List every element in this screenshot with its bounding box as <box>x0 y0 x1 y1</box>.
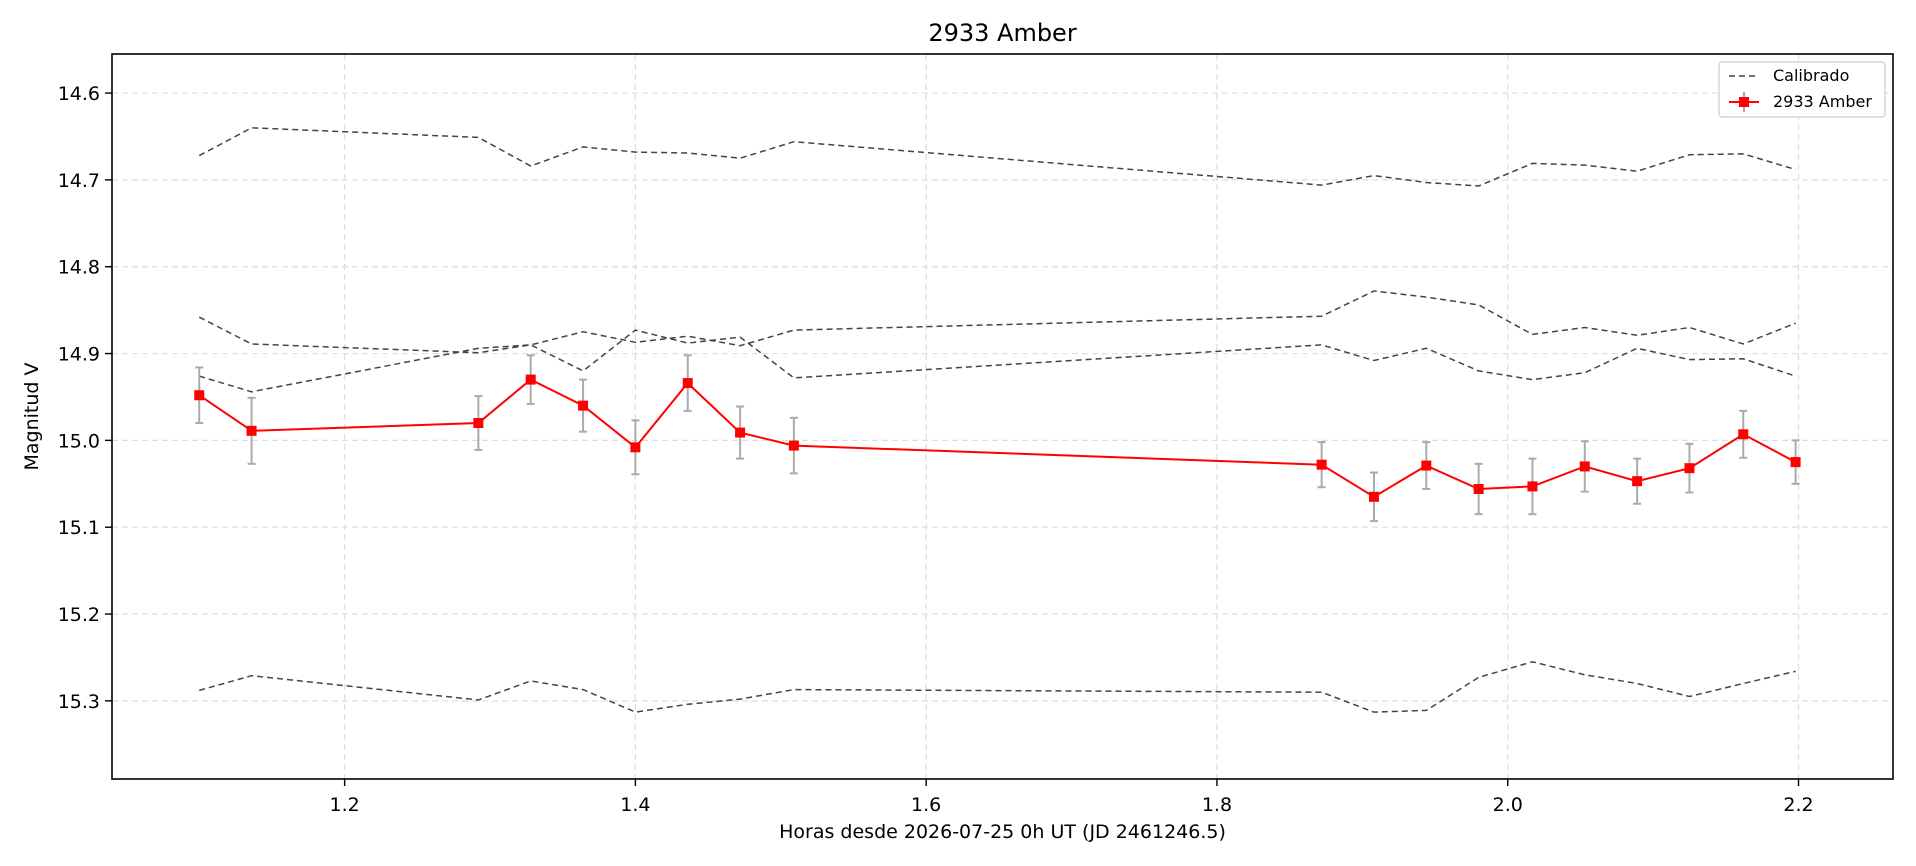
y-tick-label: 14.6 <box>58 83 100 105</box>
x-tick-label: 2.0 <box>1493 794 1523 816</box>
x-tick-label: 1.6 <box>911 794 941 816</box>
target-point <box>735 427 746 438</box>
target-point <box>473 418 484 429</box>
legend: Calibrado 2933 Amber <box>1718 61 1886 118</box>
y-axis-label: Magnitud V <box>21 362 43 470</box>
calibration-line <box>198 316 1796 381</box>
target-series <box>194 374 1801 502</box>
x-axis-label: Horas desde 2026-07-25 0h UT (JD 2461246… <box>779 821 1226 843</box>
target-point <box>1632 476 1643 487</box>
target-point <box>1316 459 1327 470</box>
target-point <box>246 425 257 436</box>
target-point <box>194 390 205 401</box>
target-point <box>578 400 589 411</box>
target-point <box>682 378 693 389</box>
grid-layer <box>112 54 1893 779</box>
legend-box <box>1718 61 1886 118</box>
legend-calibrado-label: Calibrado <box>1773 66 1849 85</box>
legend-target-marker <box>1739 97 1749 107</box>
y-tick-label: 14.8 <box>58 257 100 279</box>
chart-title: 2933 Amber <box>928 19 1077 47</box>
x-tick-label: 1.4 <box>620 794 650 816</box>
calibration-lines <box>198 127 1796 713</box>
target-point <box>1684 463 1695 474</box>
x-tick-label: 1.2 <box>330 794 360 816</box>
calibration-line <box>198 661 1796 713</box>
target-line <box>198 378 1797 498</box>
y-tick-label: 15.0 <box>58 430 100 452</box>
x-tick-label: 2.2 <box>1783 794 1813 816</box>
plot-frame <box>111 53 1894 780</box>
calibration-line <box>198 290 1796 393</box>
error-bars <box>195 354 1800 523</box>
target-point <box>1421 460 1432 471</box>
target-point <box>1368 491 1379 502</box>
y-tick-label: 14.9 <box>58 344 100 366</box>
target-point <box>1790 457 1801 468</box>
target-point <box>1473 484 1484 494</box>
y-tick-label: 15.3 <box>58 691 100 713</box>
tick-layer: 1.2 1.4 1.6 1.8 2.0 2.2 14.6 14.7 14.8 14.9 15.0 15… <box>58 83 1814 816</box>
legend-target-label: 2933 Amber <box>1773 92 1872 111</box>
target-point <box>788 440 799 451</box>
target-point <box>1527 481 1538 492</box>
y-tick-label: 14.7 <box>58 170 100 192</box>
y-tick-label: 15.2 <box>58 604 100 626</box>
target-point <box>630 442 641 453</box>
target-point <box>1579 461 1590 472</box>
calibration-line <box>198 127 1796 187</box>
y-tick-label: 15.1 <box>58 517 100 539</box>
target-point <box>1738 429 1749 440</box>
x-tick-label: 1.8 <box>1202 794 1232 816</box>
target-point <box>525 374 536 385</box>
